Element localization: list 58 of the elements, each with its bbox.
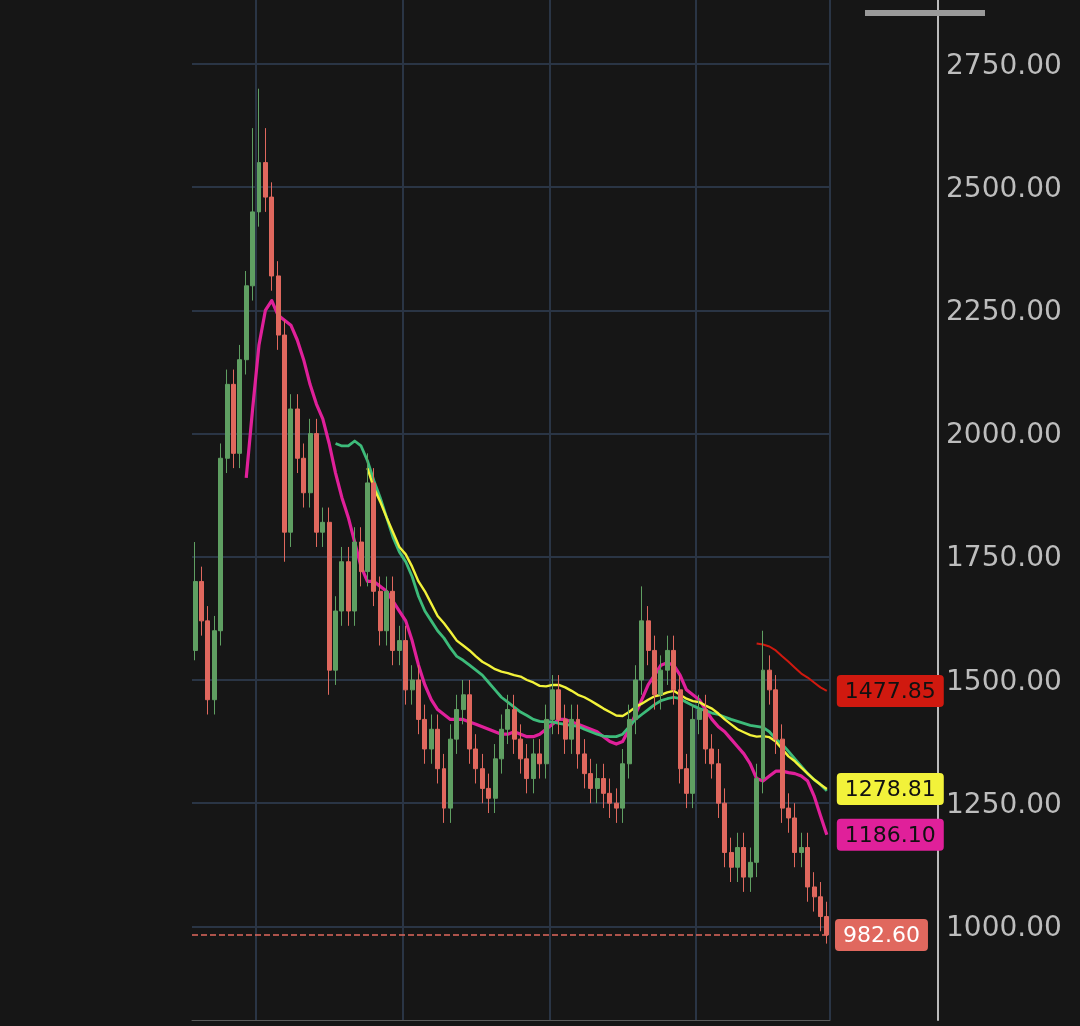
candlestick xyxy=(569,704,574,755)
candlestick xyxy=(563,704,568,755)
candlestick xyxy=(365,452,370,587)
candlestick xyxy=(410,664,415,706)
candlestick xyxy=(531,738,536,794)
candlestick xyxy=(620,748,625,824)
y-tick-label: 1500.00 xyxy=(946,663,1062,697)
candlestick xyxy=(729,837,734,883)
y-tick-label: 2500.00 xyxy=(946,170,1062,204)
candlestick xyxy=(371,467,376,607)
candlestick xyxy=(429,713,434,765)
candlestick xyxy=(658,654,663,711)
candlestick xyxy=(805,832,810,903)
candlestick xyxy=(665,635,670,686)
candlestick xyxy=(193,541,198,661)
candlestick xyxy=(352,526,357,627)
candlestick xyxy=(595,763,600,804)
candlestick xyxy=(308,418,313,509)
candlestick xyxy=(231,369,236,469)
data-label: 1278.81 xyxy=(844,776,936,802)
candlestick xyxy=(537,738,542,780)
data-label: 1186.10 xyxy=(844,822,936,848)
candlestick xyxy=(442,753,446,824)
line-series xyxy=(755,642,828,692)
candlestick xyxy=(799,832,804,868)
candlestick xyxy=(461,679,466,725)
y-tick-label: 1250.00 xyxy=(946,786,1062,820)
candlestick xyxy=(359,526,364,587)
candlestick xyxy=(735,832,740,883)
candlestick xyxy=(257,88,261,228)
candlestick xyxy=(346,546,351,627)
candlestick xyxy=(390,576,395,666)
candlestick xyxy=(435,713,440,784)
data-label: 1477.85 xyxy=(844,678,936,704)
candlestick xyxy=(397,625,402,666)
y-tick-label: 2000.00 xyxy=(946,417,1062,451)
candlestick xyxy=(288,393,293,548)
candlestick xyxy=(671,635,676,706)
y-tick-label: 1000.00 xyxy=(946,909,1062,943)
candlestick xyxy=(690,704,695,809)
candlestick xyxy=(576,704,580,770)
candlestick xyxy=(614,787,619,824)
candlestick xyxy=(327,507,332,696)
y-tick-label: 1750.00 xyxy=(946,540,1062,574)
candlestick xyxy=(556,674,561,735)
candlestick xyxy=(403,625,408,706)
candlestick xyxy=(697,694,702,735)
candlestick xyxy=(378,576,383,647)
y-tick-label: 2250.00 xyxy=(946,293,1062,327)
candlestick xyxy=(761,630,765,794)
candlestick xyxy=(225,369,230,474)
candlestick xyxy=(320,507,325,548)
candlestick xyxy=(384,576,389,647)
candlestick xyxy=(314,418,319,548)
candlestick xyxy=(237,344,242,469)
y-tick-label: 2750.00 xyxy=(946,47,1062,81)
ref-line-label: 982.60 xyxy=(843,922,920,948)
candlestick xyxy=(741,832,746,893)
